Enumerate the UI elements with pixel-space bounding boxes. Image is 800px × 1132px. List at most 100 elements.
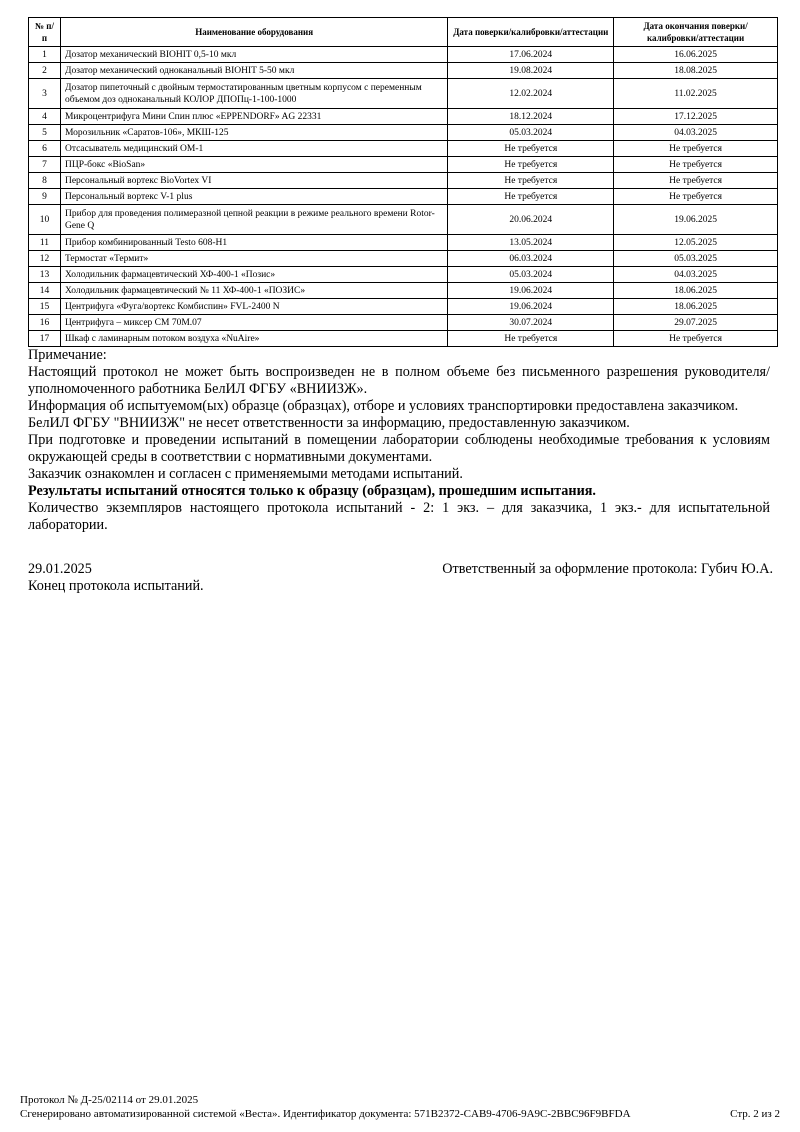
cell-equipment-name: Отсасыватель медицинский ОМ-1	[59, 140, 449, 157]
header-name: Наименование оборудования	[59, 17, 449, 47]
cell-date-check: 19.06.2024	[447, 282, 615, 299]
cell-number: 7	[28, 156, 61, 173]
cell-equipment-name: Центрифуга «Фуга/вортекс Комбиспин» FVL-…	[59, 298, 449, 315]
cell-date-end: 19.06.2025	[613, 204, 778, 235]
signature-block: 29.01.2025 Ответственный за оформление п…	[28, 561, 773, 595]
notes-section: Примечание: Настоящий протокол не может …	[28, 347, 770, 534]
cell-date-check: 20.06.2024	[447, 204, 615, 235]
header-date-end: Дата окончания поверки/калибровки/аттест…	[613, 17, 778, 47]
cell-number: 5	[28, 124, 61, 141]
cell-date-end: 18.08.2025	[613, 62, 778, 79]
cell-date-end: 17.12.2025	[613, 108, 778, 125]
cell-number: 6	[28, 140, 61, 157]
equipment-table: № п/п Наименование оборудования Дата пов…	[28, 17, 778, 347]
table-row: 10 Прибор для проведения полимеразной цеп…	[28, 204, 778, 235]
cell-date-check: 17.06.2024	[447, 46, 615, 63]
cell-date-end: 12.05.2025	[613, 234, 778, 251]
cell-date-check: Не требуется	[447, 330, 615, 347]
footer-generated: Сгенерировано автоматизированной системо…	[20, 1108, 631, 1120]
cell-number: 9	[28, 188, 61, 205]
cell-date-end: 05.03.2025	[613, 250, 778, 267]
cell-date-end: 04.03.2025	[613, 266, 778, 283]
cell-equipment-name: Шкаф с ламинарным потоком воздуха «NuAir…	[59, 330, 449, 347]
table-row: 6 Отсасыватель медицинский ОМ-1 Не требует…	[28, 140, 778, 157]
cell-equipment-name: Персональный вортекс V-1 plus	[59, 188, 449, 205]
cell-equipment-name: Холодильник фармацевтический ХФ-400-1 «П…	[59, 266, 449, 283]
table-row: 5 Морозильник «Саратов-106», МКШ-125 05.03…	[28, 124, 778, 141]
cell-date-end: Не требуется	[613, 172, 778, 189]
cell-number: 15	[28, 298, 61, 315]
table-row: 1 Дозатор механический BIOHIT 0,5-10 мкл 1…	[28, 46, 778, 63]
cell-date-check: 19.08.2024	[447, 62, 615, 79]
cell-number: 4	[28, 108, 61, 125]
table-row: 13 Холодильник фармацевтический ХФ-400-1 …	[28, 266, 778, 283]
end-of-protocol: Конец протокола испытаний.	[28, 578, 204, 594]
table-row: 9 Персональный вортекс V-1 plus Не требует…	[28, 188, 778, 205]
cell-number: 14	[28, 282, 61, 299]
cell-number: 12	[28, 250, 61, 267]
cell-date-end: 18.06.2025	[613, 298, 778, 315]
cell-date-check: Не требуется	[447, 140, 615, 157]
note-results: Результаты испытаний относятся только к …	[28, 483, 596, 499]
table-row: 11 Прибор комбинированный Testo 608-H1 13.…	[28, 234, 778, 251]
cell-equipment-name: Микроцентрифуга Мини Спин плюс «EPPENDOR…	[59, 108, 449, 125]
cell-date-check: 06.03.2024	[447, 250, 615, 267]
table-row: 17 Шкаф с ламинарным потоком воздуха «NuA…	[28, 330, 778, 347]
cell-date-check: 05.03.2024	[447, 124, 615, 141]
note-reproduction: Настоящий протокол не может быть воспрои…	[28, 364, 770, 397]
cell-equipment-name: Прибор комбинированный Testo 608-H1	[59, 234, 449, 251]
table-row: 8 Персональный вортекс BioVortex VI Не тре…	[28, 172, 778, 189]
header-number: № п/п	[28, 17, 61, 47]
cell-date-check: 05.03.2024	[447, 266, 615, 283]
cell-date-end: 04.03.2025	[613, 124, 778, 141]
cell-date-end: 16.06.2025	[613, 46, 778, 63]
cell-date-end: Не требуется	[613, 140, 778, 157]
cell-date-check: 30.07.2024	[447, 314, 615, 331]
cell-equipment-name: Центрифуга – миксер СМ 70М.07	[59, 314, 449, 331]
cell-date-end: Не требуется	[613, 330, 778, 347]
cell-equipment-name: Дозатор пипеточный с двойным термостатир…	[59, 78, 449, 109]
table-row: 7 ПЦР-бокс «BioSan» Не требуется Не требует…	[28, 156, 778, 173]
cell-date-end: Не требуется	[613, 188, 778, 205]
table-row: 2 Дозатор механический одноканальный BIOH…	[28, 62, 778, 79]
table-row: 14 Холодильник фармацевтический № 11 ХФ-4…	[28, 282, 778, 299]
cell-equipment-name: Морозильник «Саратов-106», МКШ-125	[59, 124, 449, 141]
cell-date-check: 12.02.2024	[447, 78, 615, 109]
note-methods: Заказчик ознакомлен и согласен с применя…	[28, 466, 463, 482]
table-row: 16 Центрифуга – миксер СМ 70М.07 30.07.202…	[28, 314, 778, 331]
cell-number: 8	[28, 172, 61, 189]
cell-equipment-name: Холодильник фармацевтический № 11 ХФ-400…	[59, 282, 449, 299]
cell-number: 1	[28, 46, 61, 63]
table-row: 4 Микроцентрифуга Мини Спин плюс «EPPENDO…	[28, 108, 778, 125]
cell-date-check: Не требуется	[447, 156, 615, 173]
table-row: 12 Термостат «Термит» 06.03.2024 05.03.2025	[28, 250, 778, 267]
cell-date-check: 13.05.2024	[447, 234, 615, 251]
cell-date-end: 29.07.2025	[613, 314, 778, 331]
page-number: Стр. 2 из 2	[730, 1108, 780, 1120]
page-footer: Протокол № Д-25/02114 от 29.01.2025 Сген…	[20, 1093, 780, 1121]
cell-date-end: 18.06.2025	[613, 282, 778, 299]
cell-equipment-name: Дозатор механический BIOHIT 0,5-10 мкл	[59, 46, 449, 63]
cell-equipment-name: Термостат «Термит»	[59, 250, 449, 267]
cell-date-check: 18.12.2024	[447, 108, 615, 125]
header-date-check: Дата поверки/калибровки/аттестации	[447, 17, 615, 47]
cell-number: 11	[28, 234, 61, 251]
cell-equipment-name: ПЦР-бокс «BioSan»	[59, 156, 449, 173]
table-row: 3 Дозатор пипеточный с двойным термостати…	[28, 78, 778, 109]
note-conditions: При подготовке и проведении испытаний в …	[28, 432, 770, 465]
note-sample-info: Информация об испытуемом(ых) образце (об…	[28, 398, 739, 414]
cell-number: 16	[28, 314, 61, 331]
cell-number: 3	[28, 78, 61, 109]
cell-date-check: Не требуется	[447, 188, 615, 205]
note-responsibility: БелИЛ ФГБУ "ВНИИЗЖ" не несет ответственн…	[28, 415, 630, 431]
cell-number: 13	[28, 266, 61, 283]
cell-equipment-name: Прибор для проведения полимеразной цепно…	[59, 204, 449, 235]
table-row: 15 Центрифуга «Фуга/вортекс Комбиспин» FV…	[28, 298, 778, 315]
cell-number: 2	[28, 62, 61, 79]
cell-date-end: 11.02.2025	[613, 78, 778, 109]
table-header: № п/п Наименование оборудования Дата пов…	[28, 17, 778, 47]
cell-date-end: Не требуется	[613, 156, 778, 173]
cell-date-check: Не требуется	[447, 172, 615, 189]
signature-date: 29.01.2025	[28, 561, 92, 577]
